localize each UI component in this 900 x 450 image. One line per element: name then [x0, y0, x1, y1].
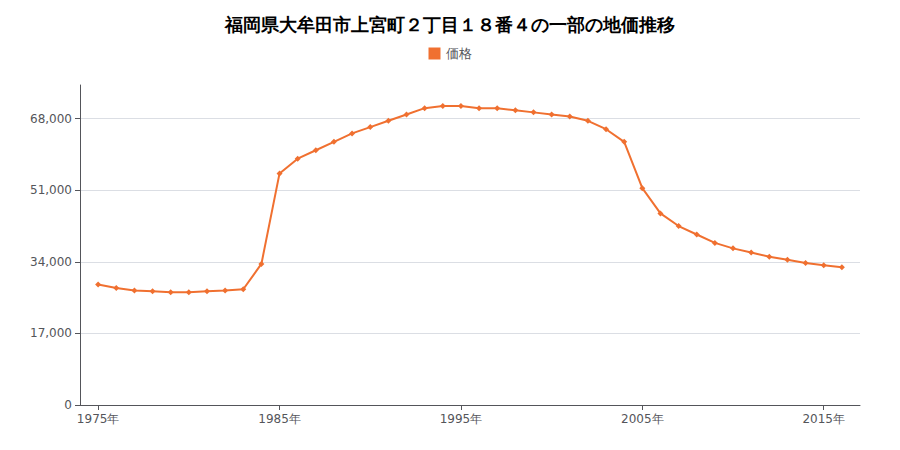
- svg-text:1985年: 1985年: [258, 412, 301, 426]
- svg-text:17,000: 17,000: [30, 326, 72, 340]
- svg-text:福岡県大牟田市上宮町２丁目１８番４の一部の地価推移: 福岡県大牟田市上宮町２丁目１８番４の一部の地価推移: [224, 14, 675, 35]
- svg-text:1975年: 1975年: [77, 412, 120, 426]
- svg-text:51,000: 51,000: [30, 183, 72, 197]
- svg-text:1995年: 1995年: [440, 412, 483, 426]
- svg-text:68,000: 68,000: [30, 112, 72, 126]
- svg-text:2015年: 2015年: [802, 412, 845, 426]
- svg-text:2005年: 2005年: [621, 412, 664, 426]
- svg-text:0: 0: [64, 398, 72, 412]
- svg-text:価格: 価格: [446, 46, 472, 61]
- svg-text:34,000: 34,000: [30, 255, 72, 269]
